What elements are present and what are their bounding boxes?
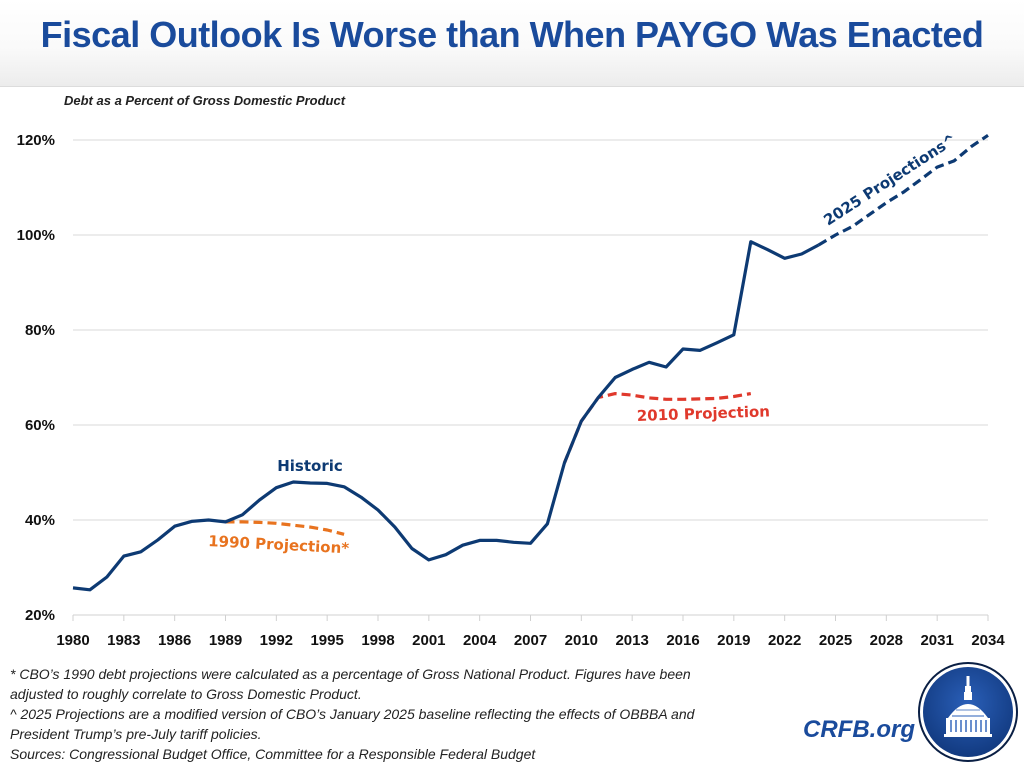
crfb-site-link[interactable]: CRFB.org bbox=[803, 716, 915, 743]
x-tick-label: 2025 bbox=[819, 632, 852, 649]
y-tick-label: 100% bbox=[17, 227, 55, 244]
x-tick-label: 1998 bbox=[361, 632, 394, 649]
label-1990-projection: 1990 Projection* bbox=[208, 532, 350, 557]
projection-1990-line bbox=[225, 520, 345, 536]
footnote-2025-projections-cont: President Trump’s pre-July tariff polici… bbox=[10, 726, 262, 742]
x-tick-label: 2016 bbox=[666, 632, 699, 649]
x-tick-label: 2022 bbox=[768, 632, 801, 649]
x-tick-label: 2031 bbox=[920, 632, 953, 649]
x-tick-label: 2019 bbox=[717, 632, 750, 649]
projection-2010-line bbox=[562, 392, 752, 464]
x-tick-label: 2001 bbox=[412, 632, 445, 649]
y-tick-label: 120% bbox=[17, 132, 55, 149]
x-axis: 1980 1983 1986 1989 1992 1995 1998 2001 2004 2007… bbox=[56, 614, 1005, 649]
label-2025-projections: 2025 Projections^ bbox=[820, 130, 960, 229]
footnote-2025-projections: ^ 2025 Projections are a modified versio… bbox=[10, 706, 695, 722]
x-tick-label: 1986 bbox=[158, 632, 191, 649]
series-labels: Historic 1990 Projection* 2010 Projection 2… bbox=[208, 130, 960, 557]
label-historic: Historic bbox=[277, 457, 343, 475]
x-tick-label: 2028 bbox=[870, 632, 903, 649]
x-tick-label: 2007 bbox=[514, 632, 547, 649]
footnote-1990-gnp-cont: adjusted to roughly correlate to Gross D… bbox=[10, 686, 362, 702]
projection-2025-line bbox=[817, 133, 989, 247]
historic-line bbox=[72, 240, 820, 592]
x-tick-label: 2013 bbox=[615, 632, 648, 649]
footnotes: * CBO’s 1990 debt projections were calcu… bbox=[10, 664, 790, 764]
x-tick-label: 1995 bbox=[310, 632, 343, 649]
capitol-dome-icon bbox=[918, 662, 1018, 762]
footnote-1990-gnp: * CBO’s 1990 debt projections were calcu… bbox=[10, 666, 691, 682]
x-tick-label: 2010 bbox=[565, 632, 598, 649]
y-tick-label: 60% bbox=[25, 417, 55, 434]
chart-subtitle: Debt as a Percent of Gross Domestic Prod… bbox=[64, 93, 346, 108]
label-2010-projection: 2010 Projection bbox=[637, 402, 771, 425]
x-tick-label: 1983 bbox=[107, 632, 140, 649]
y-axis-ticks: 20% 40% 60% 80% 100% 120% bbox=[17, 132, 55, 624]
page-title: Fiscal Outlook Is Worse than When PAYGO … bbox=[40, 14, 984, 55]
y-tick-label: 80% bbox=[25, 322, 55, 339]
x-tick-label: 1992 bbox=[260, 632, 293, 649]
x-tick-label: 1980 bbox=[56, 632, 89, 649]
y-tick-label: 20% bbox=[25, 607, 55, 624]
footnote-sources: Sources: Congressional Budget Office, Co… bbox=[10, 746, 536, 762]
x-tick-label: 2004 bbox=[463, 632, 497, 649]
x-tick-label: 1989 bbox=[209, 632, 242, 649]
y-tick-label: 40% bbox=[25, 512, 55, 529]
series-lines bbox=[72, 133, 989, 592]
header-banner: Fiscal Outlook Is Worse than When PAYGO … bbox=[0, 0, 1024, 87]
debt-chart: 20% 40% 60% 80% 100% 120% 1980 1983 1986 1989 199… bbox=[17, 130, 1006, 649]
x-tick-label: 2034 bbox=[971, 632, 1005, 649]
